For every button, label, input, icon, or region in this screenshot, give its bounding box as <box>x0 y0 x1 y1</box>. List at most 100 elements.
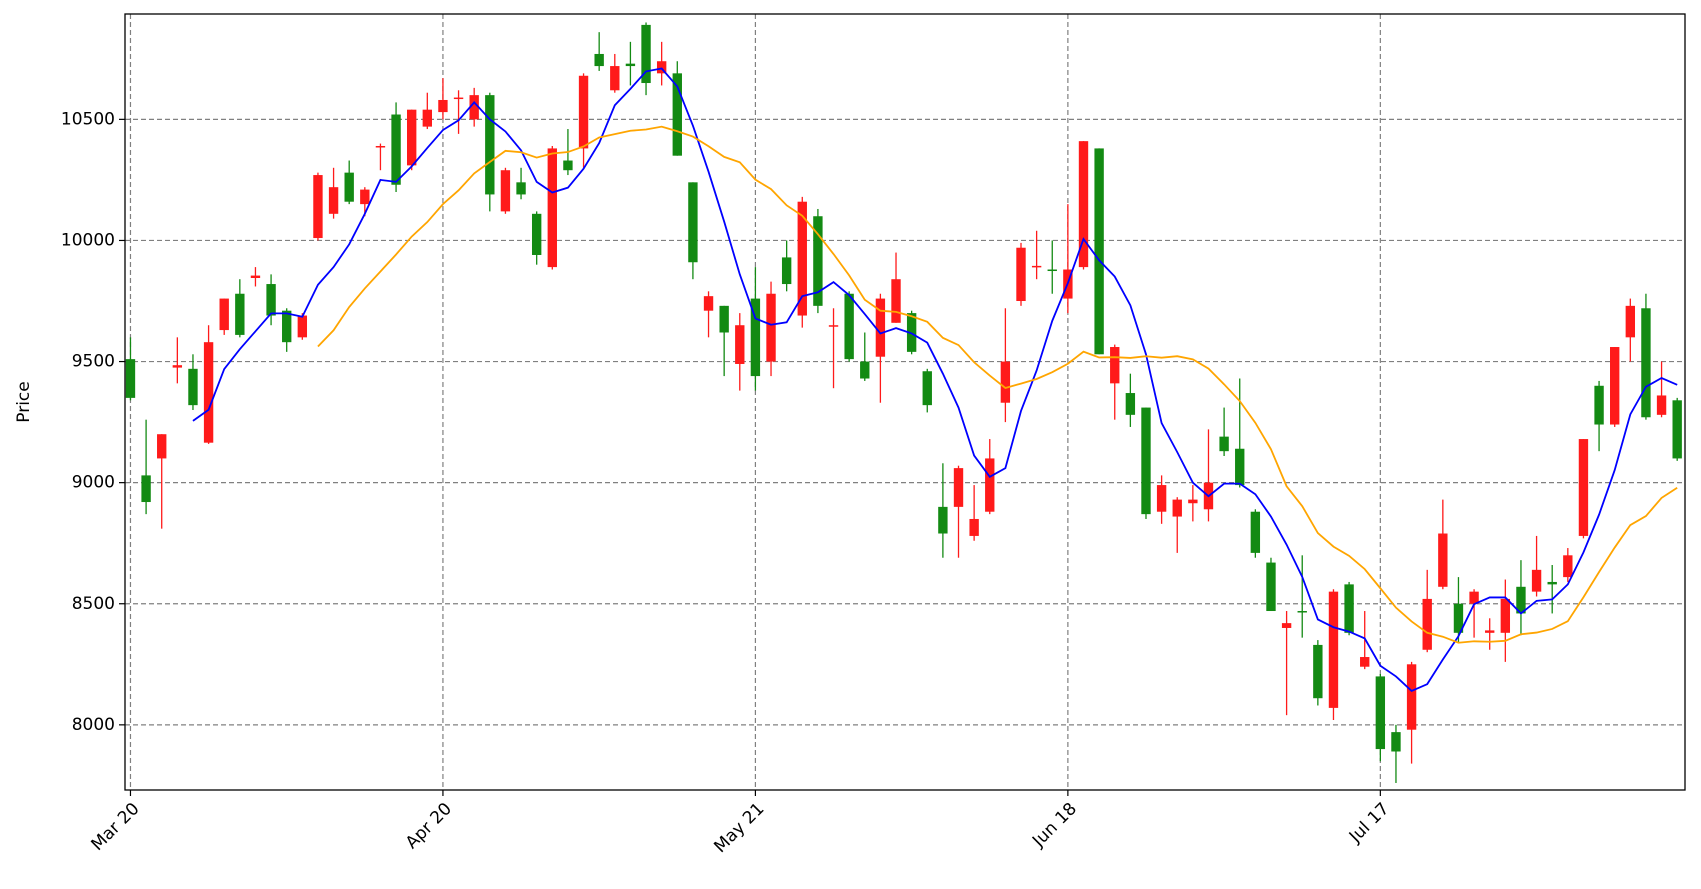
y-tick-label: 10500 <box>61 109 115 129</box>
candle-body <box>1656 395 1667 415</box>
candle-body <box>1110 347 1120 384</box>
candle-body <box>1281 623 1292 628</box>
candle-body <box>1172 499 1182 517</box>
candle-body <box>1422 598 1432 650</box>
candle-body <box>547 148 557 268</box>
candle-body <box>1078 141 1089 268</box>
candle-body <box>1313 644 1323 699</box>
candle-body <box>250 275 261 278</box>
candle-body <box>125 359 136 398</box>
candle-body <box>719 305 729 333</box>
candle-body <box>563 160 573 171</box>
candle-body <box>1469 591 1479 604</box>
candle-body <box>141 475 151 503</box>
candle-body <box>407 109 417 166</box>
candle-body <box>938 506 948 534</box>
candle-body <box>1016 247 1026 302</box>
candle-body <box>531 213 542 255</box>
candle-body <box>219 298 229 331</box>
candle-body <box>1531 569 1542 592</box>
candle-body <box>485 95 495 195</box>
candle-body <box>1156 485 1167 512</box>
candle-body <box>1219 436 1229 452</box>
candle-body <box>1094 148 1104 355</box>
x-tick-label: Mar 20 <box>88 799 144 855</box>
candle-body <box>688 182 698 263</box>
candle-body <box>500 170 511 212</box>
candle-body <box>1453 603 1464 633</box>
candle-body <box>422 109 433 127</box>
candle-body <box>781 257 792 285</box>
candle-body <box>1485 630 1495 633</box>
candle-body <box>797 201 807 316</box>
candle-body <box>391 114 401 185</box>
line-series <box>317 125 1678 644</box>
candle-body <box>1391 732 1401 752</box>
candle-body <box>1297 611 1307 613</box>
candle-body <box>1266 562 1276 612</box>
candle-body <box>1563 555 1573 578</box>
candle-body <box>860 361 870 379</box>
candle-body <box>844 293 854 360</box>
candle-body <box>1360 657 1370 667</box>
candle-body <box>891 279 901 323</box>
x-tick-label: Apr 20 <box>402 799 456 853</box>
y-tick-label: 8000 <box>72 715 115 735</box>
candle-body <box>1610 347 1620 425</box>
y-axis-label: Price <box>14 381 34 422</box>
x-tick-label: May 21 <box>710 799 768 857</box>
candle-body <box>344 172 354 202</box>
candle-body <box>1375 676 1386 750</box>
candle-body <box>1047 269 1057 272</box>
x-tick-label: Jun 18 <box>1028 799 1081 852</box>
candle-body <box>157 434 167 459</box>
candle-body <box>953 468 964 507</box>
candle-body <box>578 75 589 149</box>
y-tick-label: 9000 <box>72 473 115 493</box>
candle-body <box>750 298 761 377</box>
y-tick-label: 10000 <box>61 230 115 250</box>
x-tick-label: Jul 17 <box>1345 799 1393 847</box>
candle-body <box>266 284 276 316</box>
candle-body <box>1000 361 1011 403</box>
candle-body <box>1516 586 1526 614</box>
line-series <box>192 67 1678 693</box>
candle-body <box>1547 581 1557 585</box>
candle-body <box>282 310 292 343</box>
candle-body <box>172 365 183 368</box>
candle-body <box>875 298 886 357</box>
candle-body <box>735 325 745 364</box>
candle-body <box>641 24 651 84</box>
candle-body <box>1625 305 1636 338</box>
candle-body <box>469 95 479 120</box>
plot-frame <box>124 13 1686 791</box>
candle-body <box>922 371 932 406</box>
candle-body <box>1344 584 1354 633</box>
candle-body <box>203 342 214 443</box>
candle-body <box>703 296 714 311</box>
y-tick-label: 8500 <box>72 594 115 614</box>
candle-body <box>1250 511 1261 553</box>
candle-body <box>297 315 308 338</box>
candle-body <box>438 99 448 113</box>
candle-body <box>672 73 682 156</box>
candle-body <box>985 458 995 512</box>
candle-body <box>1031 265 1042 268</box>
y-tick-label: 9500 <box>72 352 115 372</box>
candle-body <box>969 518 979 536</box>
candle-body <box>906 313 917 352</box>
candle-body <box>828 325 839 327</box>
candle-body <box>594 53 604 67</box>
candle-body <box>1438 533 1448 587</box>
candle-body <box>813 216 823 306</box>
candle-body <box>1235 448 1245 486</box>
candle-body <box>188 368 198 406</box>
candle-body <box>1141 407 1151 515</box>
candle-body <box>1328 591 1339 708</box>
candle-body <box>1578 439 1589 536</box>
candle-body <box>1125 393 1136 415</box>
candle-body <box>656 61 667 74</box>
candle-body <box>1594 385 1604 425</box>
